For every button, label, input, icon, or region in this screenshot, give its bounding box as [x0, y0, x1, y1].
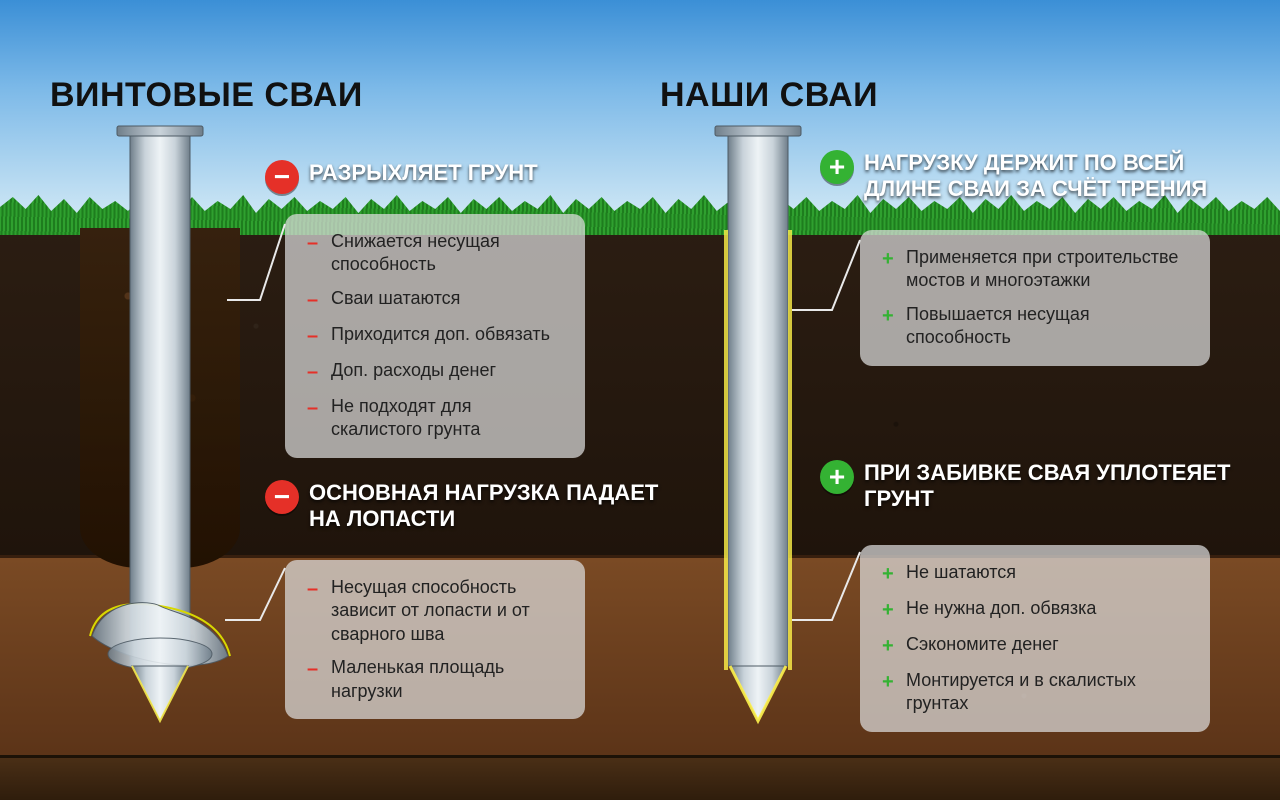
info-item: – Доп. расходы денег [307, 359, 563, 385]
plus-badge-icon: + [820, 460, 854, 494]
minus-mark-icon: – [307, 230, 321, 256]
minus-callout-heading: − РАЗРЫХЛЯЕТ ГРУНТ [265, 160, 685, 194]
info-item: + Не шатаются [882, 561, 1188, 587]
info-item: + Монтируется и в скалистых грунтах [882, 669, 1188, 716]
minus-mark-icon: – [307, 287, 321, 313]
minus-badge-icon: − [265, 480, 299, 514]
plus-callout-heading: + ПРИ ЗАБИВКЕ СВАЯ УПЛОТЕЯЕТ ГРУНТ [820, 460, 1240, 513]
plus-mark-icon: + [882, 561, 896, 587]
info-item-text: Маленькая площадь нагрузки [331, 656, 563, 703]
info-item-text: Не нужна доп. обвязка [906, 597, 1188, 620]
minus-mark-icon: – [307, 323, 321, 349]
plus-mark-icon: + [882, 246, 896, 272]
info-item: – Несущая способность зависит от лопасти… [307, 576, 563, 646]
pros-box: + Применяется при строительстве мостов и… [860, 230, 1210, 366]
plus-mark-icon: + [882, 597, 896, 623]
info-item: – Приходится доп. обвязать [307, 323, 563, 349]
callout-heading-text: РАЗРЫХЛЯЕТ ГРУНТ [309, 160, 538, 186]
info-item-text: Сэкономите денег [906, 633, 1188, 656]
info-item: – Снижается несущая способность [307, 230, 563, 277]
soil-layer-bottom [0, 755, 1280, 800]
info-item-text: Снижается несущая способность [331, 230, 563, 277]
info-item: + Применяется при строительстве мостов и… [882, 246, 1188, 293]
info-item: – Не подходят для скалистого грунта [307, 395, 563, 442]
info-item-text: Повышается несущая способность [906, 303, 1188, 350]
minus-mark-icon: – [307, 395, 321, 421]
info-item-text: Доп. расходы денег [331, 359, 563, 382]
info-item: + Сэкономите денег [882, 633, 1188, 659]
plus-mark-icon: + [882, 633, 896, 659]
info-item-text: Сваи шатаются [331, 287, 563, 310]
minus-mark-icon: – [307, 656, 321, 682]
screw-pile [77, 120, 243, 745]
info-item-text: Монтируется и в скалистых грунтах [906, 669, 1188, 716]
callout-heading-text: НАГРУЗКУ ДЕРЖИТ ПО ВСЕЙ ДЛИНЕ СВАИ ЗА СЧ… [864, 150, 1240, 203]
callout-heading-text: ПРИ ЗАБИВКЕ СВАЯ УПЛОТЕЯЕТ ГРУНТ [864, 460, 1240, 513]
info-item: – Маленькая площадь нагрузки [307, 656, 563, 703]
info-item-text: Не подходят для скалистого грунта [331, 395, 563, 442]
title-left: ВИНТОВЫЕ СВАИ [50, 76, 363, 115]
plus-mark-icon: + [882, 669, 896, 695]
minus-mark-icon: – [307, 576, 321, 602]
info-item-text: Не шатаются [906, 561, 1188, 584]
cons-box: – Несущая способность зависит от лопасти… [285, 560, 585, 719]
info-item: + Не нужна доп. обвязка [882, 597, 1188, 623]
info-item-text: Приходится доп. обвязать [331, 323, 563, 346]
minus-callout-heading: − ОСНОВНАЯ НАГРУЗКА ПАДАЕТ НА ЛОПАСТИ [265, 480, 685, 533]
minus-badge-icon: − [265, 160, 299, 194]
pros-box: + Не шатаются + Не нужна доп. обвязка + … [860, 545, 1210, 732]
title-right: НАШИ СВАИ [660, 76, 878, 115]
plus-callout-heading: + НАГРУЗКУ ДЕРЖИТ ПО ВСЕЙ ДЛИНЕ СВАИ ЗА … [820, 150, 1240, 203]
plus-mark-icon: + [882, 303, 896, 329]
cons-box: – Снижается несущая способность – Сваи ш… [285, 214, 585, 458]
info-item-text: Применяется при строительстве мостов и м… [906, 246, 1188, 293]
info-item: + Повышается несущая способность [882, 303, 1188, 350]
minus-mark-icon: – [307, 359, 321, 385]
info-item: – Сваи шатаются [307, 287, 563, 313]
driven-pile [675, 120, 841, 745]
plus-badge-icon: + [820, 150, 854, 184]
callout-heading-text: ОСНОВНАЯ НАГРУЗКА ПАДАЕТ НА ЛОПАСТИ [309, 480, 685, 533]
soil-cross-section: ВИНТОВЫЕ СВАИ НАШИ СВАИ − РАЗРЫХЛЯЕТ ГРУ… [0, 0, 1280, 800]
info-item-text: Несущая способность зависит от лопасти и… [331, 576, 563, 646]
